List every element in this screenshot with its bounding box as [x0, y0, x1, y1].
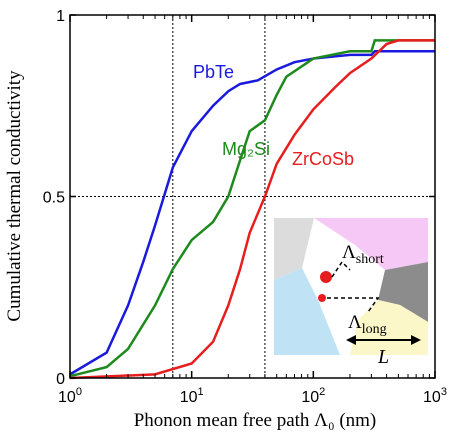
lambda-long: Λlong [348, 312, 387, 337]
y-axis-label: Cumulative thermal conductivity [4, 70, 25, 322]
series-line [69, 39, 435, 378]
tick-base: 10 [180, 389, 198, 406]
symbol: Λ [342, 242, 356, 263]
x-tick-label: 102 [301, 386, 325, 406]
tick-exponent: 0 [76, 386, 82, 398]
tick-base: 10 [301, 389, 319, 406]
grain [350, 300, 428, 355]
phonon-small [318, 294, 326, 302]
tick-exponent: 2 [319, 386, 325, 398]
series-label: ZrCoSb [292, 149, 354, 169]
tick-base: 10 [423, 389, 441, 406]
symbol: Λ [348, 312, 362, 333]
tick-base: 10 [58, 389, 76, 406]
x-tick-label: 100 [58, 386, 82, 406]
phonon-large [320, 271, 332, 283]
y-tick-label: 1 [56, 8, 65, 25]
grain [274, 268, 340, 355]
tick-exponent: 1 [198, 386, 204, 398]
grain [314, 218, 428, 270]
y-tick-label: 0 [56, 371, 65, 388]
arrow-head [411, 335, 421, 345]
x-tick-label: 101 [180, 386, 204, 406]
arrow-head [346, 335, 356, 345]
lambda-short: Λshort [342, 242, 384, 267]
grain [274, 218, 314, 280]
series-label: PbTe [193, 62, 234, 82]
subscript: short [356, 252, 384, 267]
tick-exponent: 3 [441, 386, 447, 398]
grain [378, 262, 428, 322]
series-label: Mg₂Si [222, 139, 270, 159]
series-line [69, 50, 435, 376]
series-line [69, 39, 435, 380]
y-tick-label: 0.5 [43, 190, 65, 207]
length-label: L [377, 346, 389, 368]
x-axis-label: Phonon mean free path Λ₀ (nm) [134, 410, 377, 431]
x-tick-label: 103 [423, 386, 447, 406]
path-long [327, 297, 380, 313]
inset-diagram: Λshort Λlong L [274, 218, 428, 368]
subscript: long [362, 322, 387, 337]
